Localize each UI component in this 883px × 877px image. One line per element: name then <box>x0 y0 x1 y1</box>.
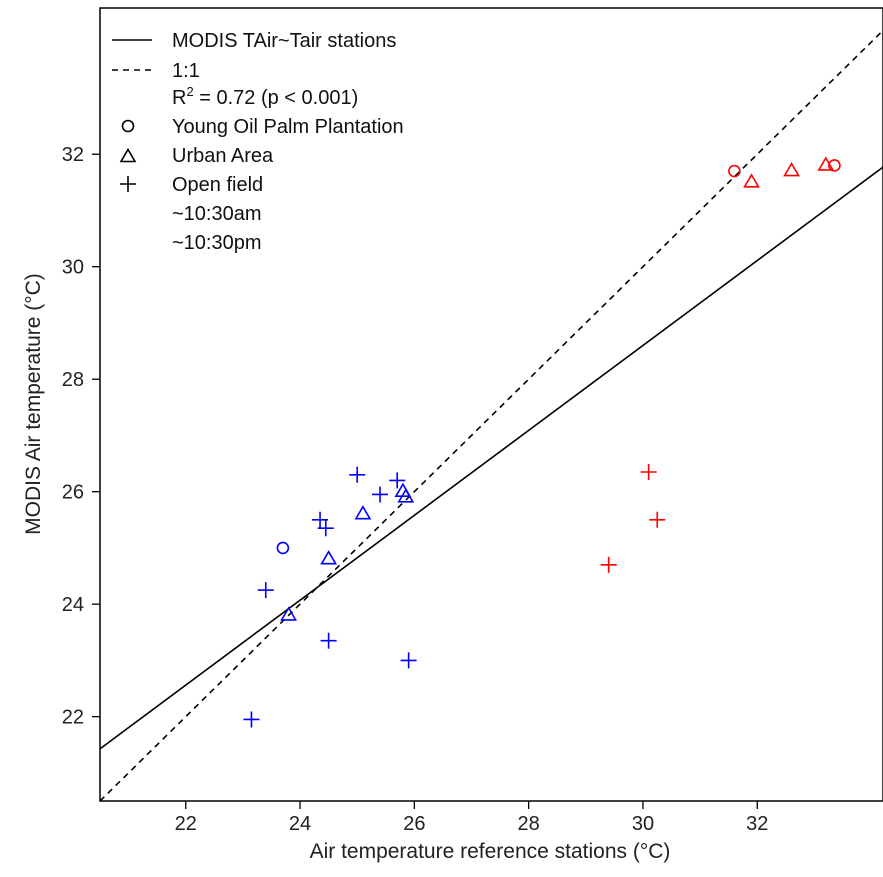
y-tick-label: 30 <box>62 257 84 279</box>
point-triangle-pm <box>320 550 338 565</box>
legend-circle-marker <box>121 119 135 133</box>
point-triangle-am <box>817 156 835 171</box>
regression-line <box>100 166 883 750</box>
x-tick-label: 32 <box>746 813 768 835</box>
legend-triangle-marker <box>119 147 137 163</box>
point-plus-pm <box>317 520 334 537</box>
legend-plus-label: Open field <box>172 174 263 196</box>
legend: MODIS TAir~Tair stations 1:1 R2 = 0.72 (… <box>112 30 404 254</box>
legend-r2-sup: 2 <box>186 84 193 99</box>
y-axis-title: MODIS Air temperature (°C) <box>22 273 45 535</box>
point-circle-am <box>728 164 741 178</box>
point-triangle-pm <box>397 488 415 503</box>
y-axis: 22 24 26 28 30 32 <box>62 144 100 729</box>
points-layer <box>243 156 841 728</box>
legend-identity-label: 1:1 <box>172 60 200 82</box>
point-plus-pm <box>372 486 389 503</box>
point-plus-pm <box>320 632 337 649</box>
y-tick-label: 32 <box>62 144 84 166</box>
point-plus-am <box>649 511 666 528</box>
plot-frame <box>99 7 883 802</box>
legend-r2-rest: = 0.72 (p < 0.001) <box>194 87 359 109</box>
point-plus-pm <box>400 652 417 669</box>
identity-line <box>100 29 883 801</box>
x-tick-label: 30 <box>632 813 654 835</box>
y-tick-label: 28 <box>62 369 84 391</box>
y-tick-label: 22 <box>62 707 84 729</box>
point-plus-am <box>600 556 617 573</box>
y-tick-label: 26 <box>62 482 84 504</box>
point-plus-pm <box>312 511 329 528</box>
legend-circle-label: Young Oil Palm Plantation <box>172 116 404 138</box>
legend-regression-label: MODIS TAir~Tair stations <box>172 30 396 52</box>
point-plus-pm <box>389 472 406 489</box>
legend-plus-marker <box>120 176 136 192</box>
x-tick-label: 22 <box>175 813 197 835</box>
legend-pm-label: ~10:30pm <box>172 232 262 254</box>
point-circle-am <box>828 159 841 172</box>
point-triangle-pm <box>354 505 372 520</box>
x-tick-label: 26 <box>403 813 425 835</box>
x-tick-label: 24 <box>289 813 311 835</box>
x-tick-label: 28 <box>518 813 540 835</box>
legend-triangle-label: Urban Area <box>172 145 274 167</box>
point-plus-am <box>640 463 657 480</box>
x-axis-title: Air temperature reference stations (°C) <box>310 840 671 863</box>
legend-am-label: ~10:30am <box>172 203 262 225</box>
point-plus-pm <box>349 466 366 483</box>
lines-layer <box>100 29 883 801</box>
point-triangle-pm <box>280 606 297 621</box>
legend-r2-prefix: R <box>172 87 186 109</box>
legend-r2-label: R2 = 0.72 (p < 0.001) <box>172 84 358 109</box>
point-triangle-am <box>743 173 760 188</box>
point-plus-pm <box>257 582 274 599</box>
y-tick-label: 24 <box>62 594 84 616</box>
point-circle-pm <box>276 541 290 555</box>
point-triangle-am <box>783 162 800 177</box>
point-plus-pm <box>243 711 260 728</box>
x-axis: 22 24 26 28 30 32 <box>175 801 768 835</box>
